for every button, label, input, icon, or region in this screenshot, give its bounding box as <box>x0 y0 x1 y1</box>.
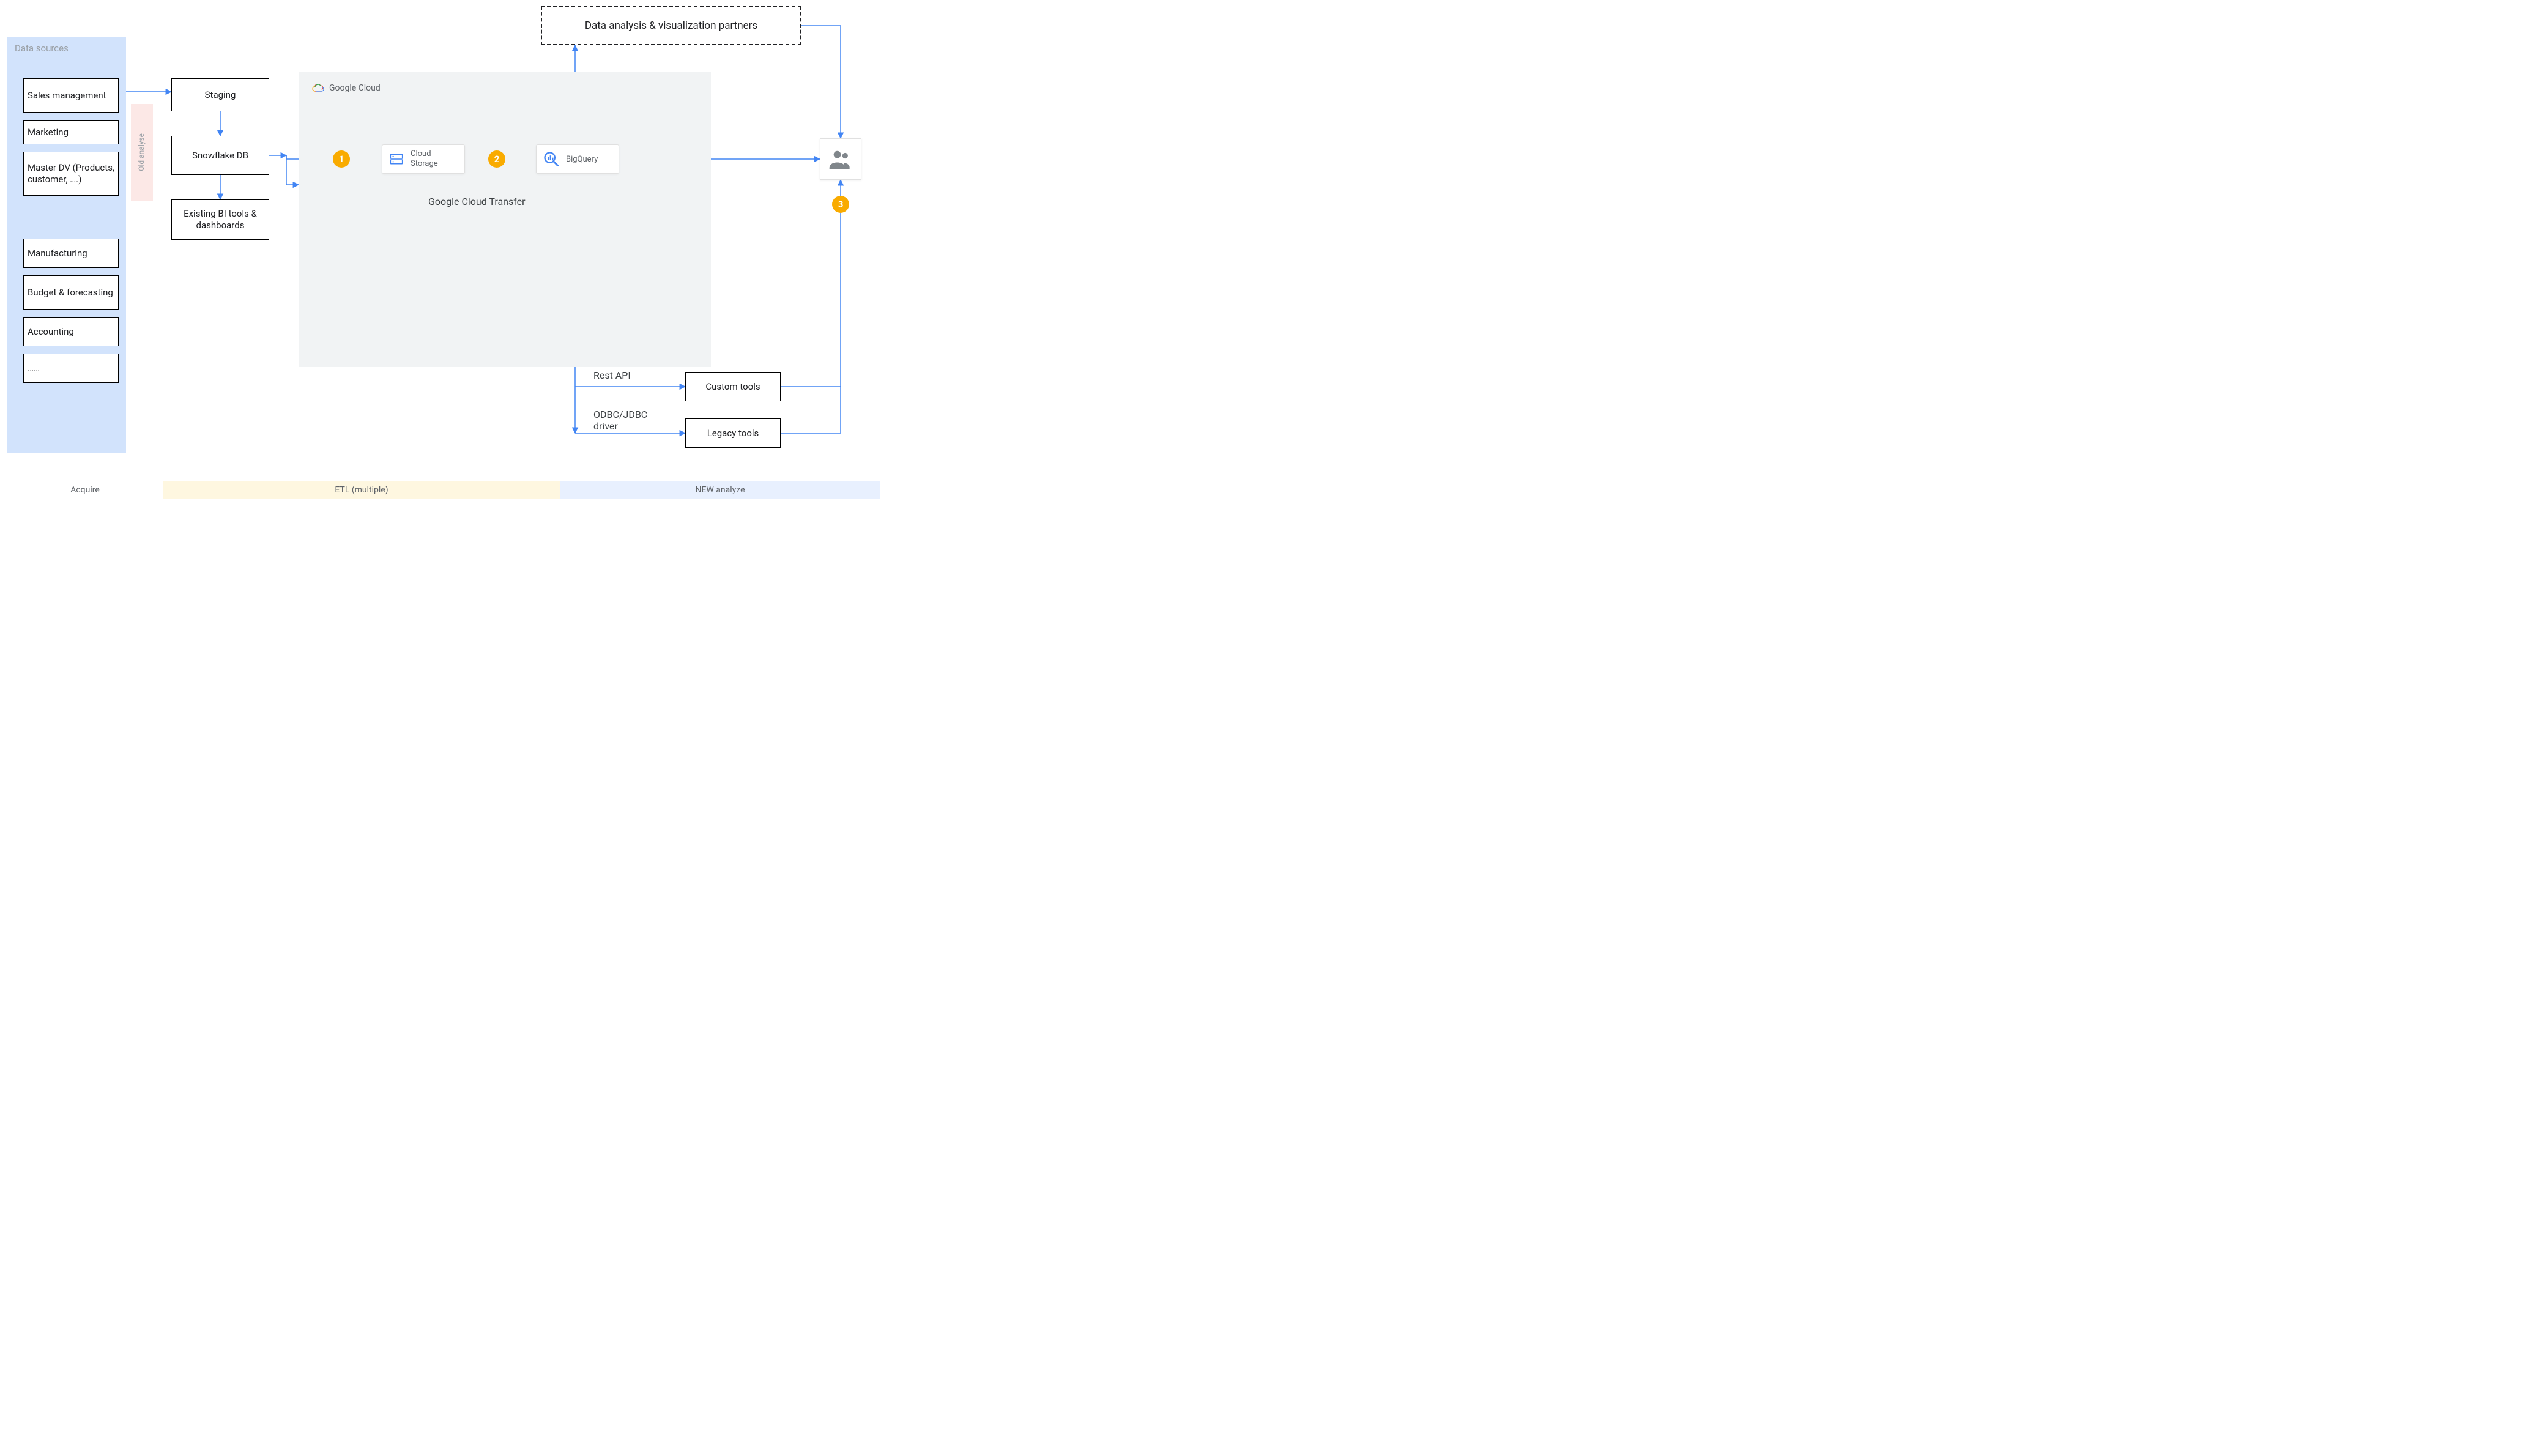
partners-box: Data analysis & visualization partners <box>541 6 801 45</box>
badge-number: 1 <box>339 154 344 165</box>
source-box-sales: Sales management <box>23 78 119 113</box>
node-label: Master DV (Products, customer, ….) <box>28 162 114 185</box>
phase-label: ETL (multiple) <box>335 485 388 495</box>
transfer-label: Google Cloud Transfer <box>428 196 526 207</box>
source-box-masterdv: Master DV (Products, customer, ….) <box>23 152 119 196</box>
phase-etl: ETL (multiple) <box>163 481 560 499</box>
phase-label: Acquire <box>70 485 100 495</box>
node-label: Marketing <box>28 127 69 138</box>
google-cloud-label: Google Cloud <box>329 83 381 93</box>
edge <box>781 387 841 433</box>
source-box-budget: Budget & forecasting <box>23 275 119 310</box>
phase-new: NEW analyze <box>560 481 880 499</box>
badge-number: 3 <box>838 199 844 210</box>
node-bi-tools: Existing BI tools & dashboards <box>171 199 269 240</box>
source-box-marketing: Marketing <box>23 120 119 144</box>
source-box-more: …… <box>23 354 119 383</box>
node-label: Sales management <box>28 90 106 102</box>
node-bigquery: BigQuery <box>536 144 619 174</box>
odbc-label: ODBC/JDBC driver <box>593 409 673 432</box>
node-label: Legacy tools <box>707 428 759 439</box>
google-cloud-logo: Google Cloud <box>312 82 381 94</box>
node-label: Manufacturing <box>28 248 87 259</box>
node-snowflake: Snowflake DB <box>171 136 269 175</box>
region-label: Data sources <box>15 43 69 54</box>
node-cloud-storage: Cloud Storage <box>382 144 465 174</box>
node-label: Staging <box>205 89 236 101</box>
node-label: Snowflake DB <box>192 150 248 162</box>
node-label: Existing BI tools & dashboards <box>176 208 265 231</box>
badge-1: 1 <box>333 150 350 168</box>
node-label: BigQuery <box>566 155 598 164</box>
badge-2: 2 <box>488 150 505 168</box>
phase-acquire: Acquire <box>7 481 163 499</box>
node-label: Cloud Storage <box>411 149 453 168</box>
bigquery-icon <box>543 150 560 168</box>
node-custom-tools: Custom tools <box>685 372 781 401</box>
edge <box>286 155 299 185</box>
old-analyse-label: Old analyse <box>137 133 146 171</box>
badge-number: 2 <box>494 154 500 165</box>
badge-3: 3 <box>832 196 849 213</box>
node-legacy-tools: Legacy tools <box>685 418 781 448</box>
node-label: …… <box>28 363 40 374</box>
region-google-cloud: Google Cloud <box>299 72 711 367</box>
diagram-canvas: Data sources Old analyse Google Cloud Da… <box>0 0 887 509</box>
phase-label: NEW analyze <box>695 485 745 495</box>
node-label: Accounting <box>28 326 74 338</box>
source-box-accounting: Accounting <box>23 317 119 346</box>
partners-label: Data analysis & visualization partners <box>585 20 757 32</box>
node-label: Custom tools <box>705 381 760 393</box>
node-label: Budget & forecasting <box>28 287 113 299</box>
source-box-manufacturing: Manufacturing <box>23 239 119 268</box>
node-staging: Staging <box>171 78 269 111</box>
cloud-storage-icon <box>388 151 404 167</box>
rest-api-label: Rest API <box>593 370 631 381</box>
edge <box>801 26 841 138</box>
edge <box>781 180 841 387</box>
google-cloud-icon <box>312 82 324 94</box>
users-icon <box>820 138 861 180</box>
